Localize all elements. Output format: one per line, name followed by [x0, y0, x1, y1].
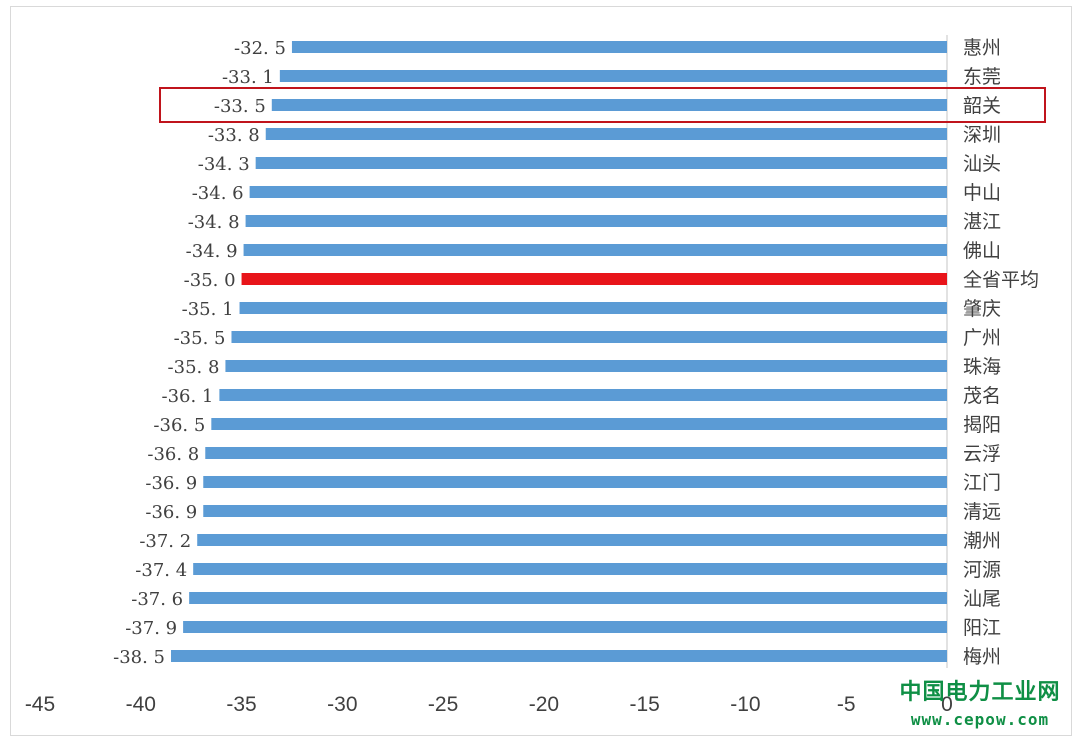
category-label: 广州 — [963, 327, 1001, 349]
bar-value-label: -37. 2 — [139, 531, 191, 552]
bar — [203, 505, 947, 517]
bar-value-label: -37. 9 — [125, 618, 177, 639]
bar-value-label: -37. 4 — [135, 560, 187, 581]
category-label: 梅州 — [963, 646, 1001, 668]
bar-value-label: -35. 0 — [184, 270, 236, 291]
category-label: 全省平均 — [963, 269, 1039, 291]
bar — [205, 447, 947, 459]
category-label: 茂名 — [963, 385, 1001, 407]
x-tick-label: -5 — [837, 693, 856, 716]
bar-value-label: -34. 9 — [186, 241, 238, 262]
bar — [171, 650, 947, 662]
x-tick-label: -10 — [730, 693, 760, 716]
x-tick-label: -45 — [25, 693, 55, 716]
category-label: 东莞 — [963, 66, 1001, 88]
bar-value-label: -37. 6 — [131, 589, 183, 610]
watermark-url: www.cepow.com — [910, 710, 1050, 729]
x-tick-label: -35 — [226, 693, 256, 716]
bar — [231, 331, 947, 343]
category-label: 潮州 — [963, 530, 1001, 552]
category-label: 云浮 — [963, 443, 1001, 465]
category-label: 深圳 — [963, 124, 1001, 146]
bar — [243, 244, 947, 256]
bar — [255, 157, 948, 169]
category-label: 佛山 — [963, 240, 1001, 262]
bar — [193, 563, 947, 575]
category-label: 河源 — [963, 559, 1001, 581]
category-label: 清远 — [963, 501, 1001, 523]
category-label: 江门 — [963, 472, 1001, 494]
category-label: 惠州 — [963, 37, 1001, 59]
bar-value-label: -36. 8 — [147, 444, 199, 465]
bar-value-label: -34. 3 — [198, 154, 250, 175]
bar-value-label: -36. 1 — [161, 386, 213, 407]
bar — [249, 186, 947, 198]
x-tick-label: -25 — [428, 693, 458, 716]
category-label: 中山 — [963, 182, 1001, 204]
bar — [265, 128, 948, 140]
bar-value-label: -35. 1 — [182, 299, 234, 320]
bar-value-label: -34. 8 — [188, 212, 240, 233]
category-label: 揭阳 — [963, 414, 1001, 436]
category-label: 珠海 — [963, 356, 1001, 378]
category-label: 阳江 — [963, 617, 1001, 639]
bar-value-label: -32. 5 — [234, 38, 286, 59]
bar-value-label: -36. 5 — [153, 415, 205, 436]
bar — [219, 389, 947, 401]
x-tick-label: -15 — [629, 693, 659, 716]
x-tick-label: -30 — [327, 693, 357, 716]
category-label: 汕头 — [963, 153, 1001, 175]
bar-value-label: -33. 8 — [208, 125, 260, 146]
category-label: 韶关 — [963, 95, 1001, 117]
watermark-name: 中国电力工业网 — [899, 680, 1061, 705]
bar-value-label: -36. 9 — [145, 502, 197, 523]
bar — [279, 70, 948, 82]
bar-value-label: -33. 5 — [214, 96, 266, 117]
x-tick-label: -40 — [126, 693, 156, 716]
bar — [203, 476, 947, 488]
highlight-box — [159, 87, 1046, 123]
chart-frame — [10, 6, 1072, 736]
bar-value-label: -34. 6 — [192, 183, 244, 204]
category-label: 汕尾 — [963, 588, 1001, 610]
x-tick-label: -20 — [529, 693, 559, 716]
bar — [241, 273, 948, 285]
bar — [183, 621, 948, 633]
bar — [225, 360, 948, 372]
bar-value-label: -35. 8 — [168, 357, 220, 378]
bar-value-label: -35. 5 — [174, 328, 226, 349]
bar — [271, 99, 947, 111]
bar-value-label: -38. 5 — [113, 647, 165, 668]
bar — [211, 418, 948, 430]
category-label: 湛江 — [963, 211, 1001, 233]
watermark: 中国电力工业网 www.cepow.com — [880, 674, 1080, 729]
bar-value-label: -36. 9 — [145, 473, 197, 494]
bar — [197, 534, 948, 546]
bar-value-label: -33. 1 — [222, 67, 274, 88]
category-label: 肇庆 — [963, 298, 1001, 320]
bar — [239, 302, 948, 314]
bar — [245, 215, 947, 227]
bar — [189, 592, 947, 604]
bar — [291, 41, 947, 53]
x-tick-label: 0 — [941, 693, 953, 716]
